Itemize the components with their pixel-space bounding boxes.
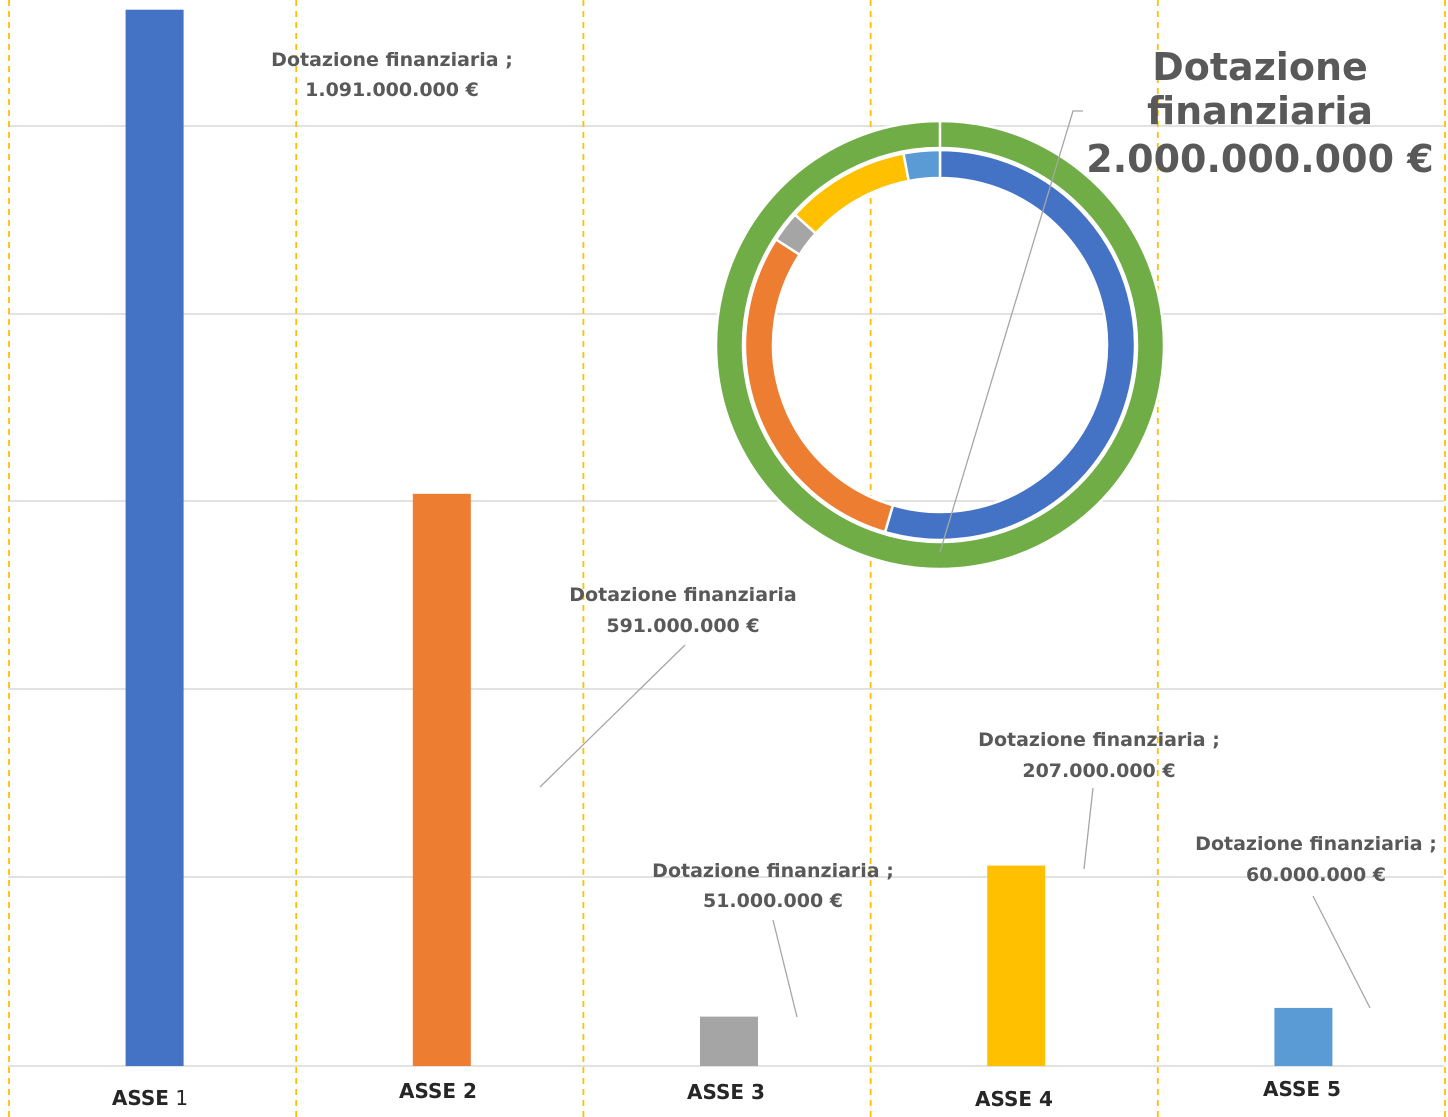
total-leader-line [939,110,1083,553]
data-label-5-name: Dotazione finanziaria ; [1195,833,1437,855]
data-label-5-value: 60.000.000 € [1246,864,1386,886]
bars [125,9,1333,1067]
bar-asse-2 [412,493,471,1066]
data-label-3-name: Dotazione finanziaria ; [652,860,894,882]
data-label-2-value: 591.000.000 € [606,615,759,637]
category-label-2: ASSE 2 [399,1079,477,1103]
total-label-line-2: finanziaria [1147,89,1373,133]
data-label-3-value: 51.000.000 € [703,890,843,912]
category-axis-labels: ASSE 1 ASSE 2 ASSE 3 ASSE 4 ASSE 5 [112,1077,1341,1111]
category-label-1: ASSE 1 [112,1086,188,1110]
bar-data-labels: Dotazione finanziaria ; 1.091.000.000 € Do… [271,49,1437,912]
leader-line-3 [772,919,798,1018]
data-label-4-value: 207.000.000 € [1022,760,1175,782]
category-label-5: ASSE 5 [1263,1077,1341,1101]
bar-asse-4 [987,865,1046,1066]
leader-line-5 [1312,895,1371,1009]
data-label-4-name: Dotazione finanziaria ; [978,729,1220,751]
donut-inner-asse-5 [901,148,942,183]
data-label-2-name: Dotazione finanziaria [569,584,796,606]
category-label-3: ASSE 3 [687,1080,765,1104]
leader-line-2 [539,644,686,788]
bar-asse-1 [125,9,184,1067]
total-label-line-1: Dotazione [1152,45,1368,89]
data-label-1-name: Dotazione finanziaria ; [271,49,513,71]
bar-asse-3 [700,1016,758,1066]
data-label-1-value: 1.091.000.000 € [305,79,479,101]
label-leader-lines [539,644,1371,1018]
total-label-line-3: 2.000.000.000 € [1086,137,1433,181]
donut-outer-totale [714,119,1166,571]
bar-asse-5 [1274,1007,1333,1066]
leader-line-4 [1083,787,1094,870]
category-label-4: ASSE 4 [975,1087,1053,1111]
